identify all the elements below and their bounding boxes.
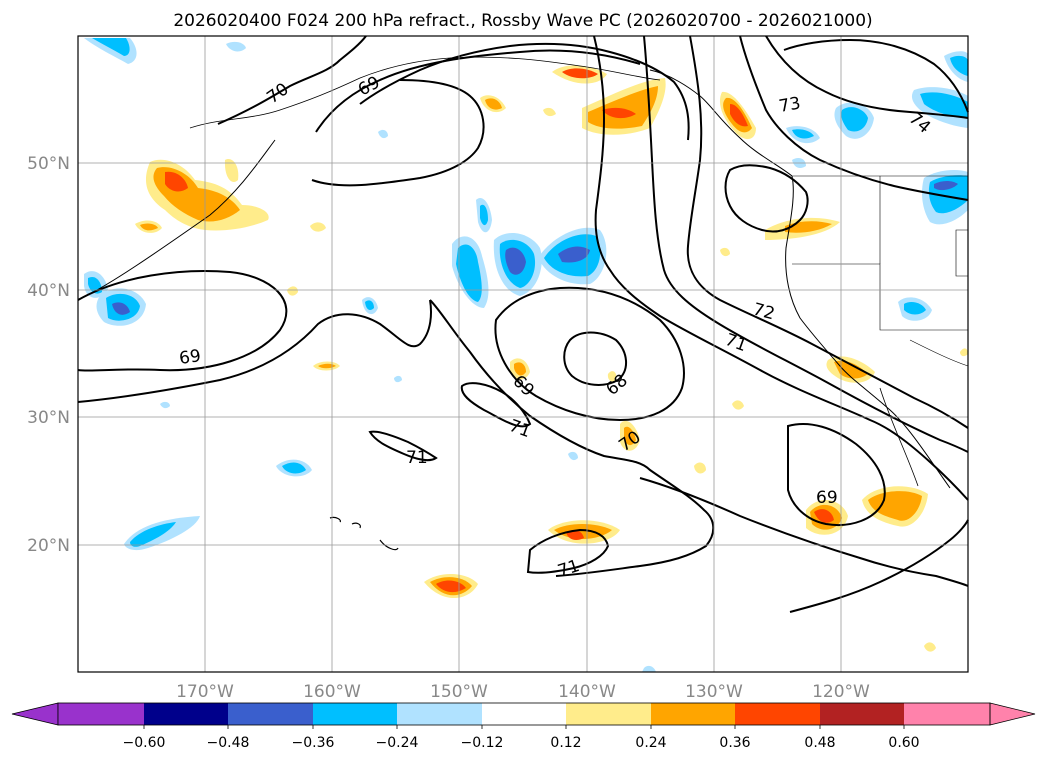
negative-anomaly-region xyxy=(538,227,607,285)
colorbar-tick-label: −0.24 xyxy=(376,735,419,751)
colorbar-segment xyxy=(651,703,735,725)
graticule xyxy=(78,36,968,672)
negative-anomaly-region xyxy=(911,87,968,128)
colorbar-segment xyxy=(58,703,144,725)
colorbar-tick-label: −0.36 xyxy=(292,735,335,751)
lat-label: 30°N xyxy=(27,408,70,428)
latitude-labels: 50°N 40°N 30°N 20°N xyxy=(27,154,70,556)
positive-anomaly-region xyxy=(313,361,340,371)
contour-lines xyxy=(77,35,969,613)
negative-anomaly-region xyxy=(898,297,932,321)
colorbar-tick-label: −0.48 xyxy=(207,735,250,751)
positive-anomaly-region xyxy=(548,520,620,544)
colorbar-segment xyxy=(397,703,482,725)
negative-anomaly-region xyxy=(493,233,542,296)
positive-anomaly-region xyxy=(694,462,706,474)
negative-anomaly-region xyxy=(124,516,200,551)
positive-anomaly-region xyxy=(480,95,506,113)
colorbar-outline xyxy=(57,702,991,726)
colorbar-extend-max xyxy=(989,702,1036,726)
negative-anomaly-region xyxy=(476,198,492,233)
negative-anomaly-region xyxy=(84,38,137,64)
negative-anomaly-region xyxy=(834,102,874,139)
negative-anomaly-region xyxy=(944,51,968,82)
lon-label: 150°W xyxy=(430,682,488,702)
positive-anomaly-region xyxy=(732,400,744,410)
negative-anomaly-region xyxy=(276,459,312,477)
positive-anomaly-region xyxy=(607,371,617,382)
positive-anomaly-region xyxy=(310,222,326,232)
colorbar-tick-label: 0.60 xyxy=(888,735,919,751)
colorbar-segment xyxy=(820,703,904,725)
positive-anomaly-region xyxy=(224,159,239,182)
negative-anomaly-region xyxy=(378,129,388,139)
negative-anomaly-region xyxy=(362,297,378,315)
colorbar-extend-min xyxy=(11,702,59,726)
negative-anomaly-region xyxy=(568,451,578,461)
map-panel xyxy=(78,36,968,672)
contour-label: 69 xyxy=(816,488,838,508)
lon-label: 140°W xyxy=(558,682,616,702)
positive-anomaly-region xyxy=(582,78,666,135)
colorbar-segment xyxy=(904,703,990,725)
lon-label: 160°W xyxy=(303,682,361,702)
negative-anomaly-region xyxy=(642,665,656,672)
positive-anomaly-region xyxy=(620,420,640,451)
positive-anomaly-region xyxy=(135,220,162,233)
colorbar-tick-label: 0.36 xyxy=(719,735,750,751)
negative-anomaly-region xyxy=(786,126,820,144)
shaded-anomalies xyxy=(84,38,968,672)
lat-label: 20°N xyxy=(27,536,70,556)
longitude-labels: 170°W 160°W 150°W 140°W 130°W 120°W xyxy=(176,682,870,702)
positive-anomaly-region xyxy=(424,573,478,599)
colorbar-tick-label: −0.60 xyxy=(123,735,166,751)
positive-anomaly-region xyxy=(924,642,936,652)
figure-title: 2026020400 F024 200 hPa refract., Rossby… xyxy=(173,11,872,31)
positive-anomaly-region xyxy=(720,247,730,257)
colorbar-segment xyxy=(144,703,228,725)
colorbar-tick-label: 0.48 xyxy=(804,735,835,751)
lon-label: 170°W xyxy=(176,682,234,702)
colorbar-segment xyxy=(313,703,397,725)
contour-label: 73 xyxy=(777,93,802,116)
colorbar-tick-label: 0.24 xyxy=(635,735,666,751)
lat-label: 50°N xyxy=(27,154,70,174)
colorbar-tick-label: −0.12 xyxy=(461,735,504,751)
contour-label: 69 xyxy=(178,346,202,369)
lon-label: 130°W xyxy=(685,682,743,702)
negative-anomaly-region xyxy=(96,288,146,326)
positive-anomaly-region xyxy=(552,65,607,84)
colorbar-segment xyxy=(482,703,566,725)
positive-anomaly-region xyxy=(719,91,756,140)
lon-label: 120°W xyxy=(812,682,870,702)
lat-label: 40°N xyxy=(27,281,70,301)
negative-anomaly-region xyxy=(160,401,170,409)
positive-anomaly-region xyxy=(862,486,928,527)
colorbar: −0.60 −0.48 −0.36 −0.24 −0.12 0.12 0.24 … xyxy=(11,702,1036,751)
colorbar-segment xyxy=(566,703,651,725)
map-frame xyxy=(77,35,969,673)
positive-anomaly-region xyxy=(543,107,556,117)
positive-anomaly-region xyxy=(287,286,298,296)
negative-anomaly-region xyxy=(394,375,402,383)
contour-label: 71 xyxy=(406,448,428,468)
positive-anomaly-region xyxy=(960,348,968,357)
positive-anomaly-region xyxy=(510,358,530,380)
colorbar-segment xyxy=(735,703,820,725)
negative-anomaly-region xyxy=(226,41,246,52)
negative-anomaly-region xyxy=(922,170,968,225)
colorbar-segment xyxy=(228,703,313,725)
colorbar-tick-label: 0.12 xyxy=(550,735,581,751)
positive-anomaly-region xyxy=(826,356,875,383)
